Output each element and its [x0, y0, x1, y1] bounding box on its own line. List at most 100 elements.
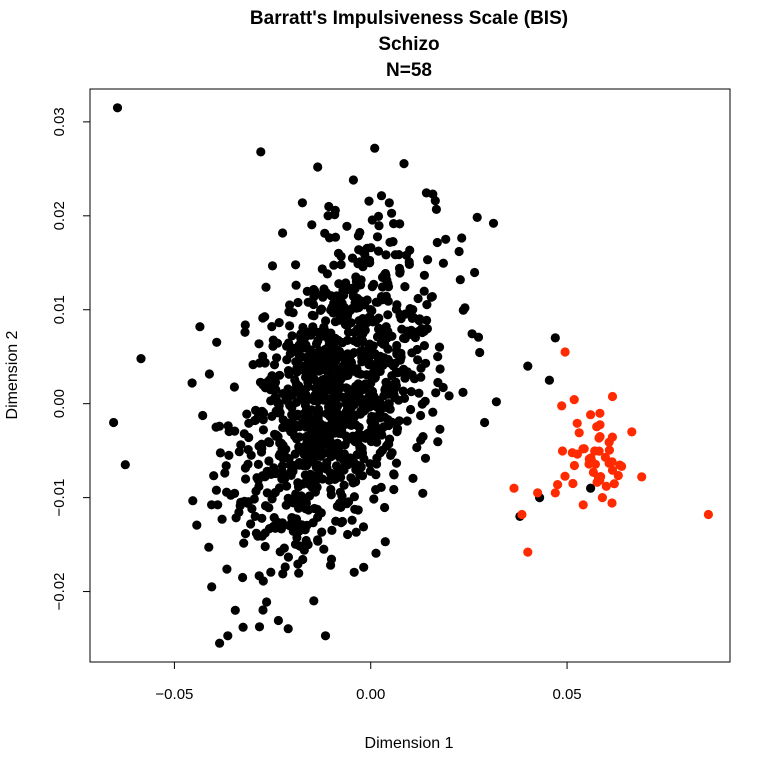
- data-points: [109, 103, 714, 648]
- data-point-black: [386, 450, 396, 460]
- data-point-black: [389, 469, 399, 479]
- data-point-black: [349, 567, 359, 577]
- data-point-black: [301, 535, 311, 546]
- data-point-red: [560, 471, 570, 481]
- data-point-black: [204, 369, 214, 379]
- data-point-black: [249, 494, 259, 504]
- data-point-black: [431, 204, 441, 214]
- data-point-black: [297, 198, 307, 208]
- data-point-red: [550, 488, 560, 498]
- data-point-black: [367, 215, 377, 225]
- data-point-black: [275, 547, 285, 557]
- data-point-black: [222, 487, 232, 497]
- data-point-black: [324, 201, 334, 212]
- data-point-red: [595, 408, 605, 418]
- data-point-black: [334, 279, 344, 289]
- data-point-black: [268, 521, 279, 532]
- data-point-black: [282, 387, 292, 397]
- data-point-black: [264, 456, 274, 466]
- data-point-black: [366, 416, 376, 426]
- data-point-black: [434, 342, 445, 352]
- data-point-black: [351, 397, 361, 407]
- data-point-black: [357, 448, 368, 458]
- data-point-black: [427, 292, 437, 302]
- data-point-black: [317, 527, 327, 537]
- data-point-red: [533, 488, 543, 498]
- data-point-black: [351, 527, 361, 537]
- data-point-black: [311, 339, 322, 349]
- data-point-black: [296, 330, 306, 340]
- data-point-black: [349, 336, 359, 346]
- data-point-black: [389, 219, 399, 229]
- data-point-black: [188, 496, 198, 506]
- data-point-black: [408, 312, 418, 322]
- data-point-black: [350, 284, 360, 294]
- data-point-black: [267, 322, 277, 332]
- data-point-black: [550, 333, 560, 343]
- data-point-black: [239, 538, 249, 548]
- data-point-black: [260, 528, 270, 538]
- data-point-black: [392, 340, 402, 351]
- data-point-black: [257, 513, 267, 523]
- data-point-black: [329, 260, 339, 270]
- data-point-black: [288, 498, 298, 508]
- data-point-black: [586, 483, 596, 493]
- data-point-black: [399, 159, 409, 169]
- data-point-black: [336, 260, 346, 270]
- data-point-black: [256, 412, 266, 422]
- data-point-black: [373, 246, 384, 256]
- data-point-red: [594, 446, 604, 456]
- data-point-black: [293, 409, 303, 419]
- data-point-red: [509, 483, 519, 493]
- data-point-black: [300, 441, 311, 451]
- data-point-black: [256, 147, 266, 157]
- data-point-black: [467, 329, 477, 339]
- data-point-black: [290, 521, 300, 531]
- chart-title-line-2: Schizo: [378, 34, 439, 55]
- chart-title-line-3: N=58: [386, 60, 432, 81]
- x-tick-label: 0.05: [552, 686, 581, 703]
- data-point-black: [281, 500, 291, 510]
- data-point-red: [523, 547, 533, 557]
- data-point-black: [195, 322, 205, 332]
- data-point-black: [204, 542, 214, 552]
- data-point-red: [703, 509, 714, 520]
- data-point-black: [379, 353, 389, 363]
- data-point-black: [316, 426, 326, 436]
- data-point-black: [214, 421, 225, 431]
- data-point-black: [423, 255, 433, 265]
- data-point-black: [275, 370, 285, 380]
- data-point-black: [112, 103, 123, 113]
- data-point-black: [243, 498, 253, 508]
- data-point-black: [318, 292, 328, 302]
- y-tick-label: 0.03: [51, 107, 68, 136]
- data-point-black: [307, 310, 317, 320]
- data-point-black: [295, 422, 305, 432]
- data-point-black: [260, 383, 270, 393]
- data-point-black: [324, 475, 334, 485]
- data-point-black: [470, 267, 480, 278]
- y-tick-label: 0.00: [51, 389, 68, 418]
- data-point-black: [431, 388, 441, 398]
- data-point-black: [293, 297, 303, 308]
- data-point-black: [364, 196, 374, 206]
- data-point-black: [316, 304, 327, 314]
- data-point-black: [254, 622, 265, 632]
- data-point-black: [383, 310, 393, 320]
- data-point-black: [419, 341, 429, 351]
- data-point-red: [600, 452, 611, 462]
- data-point-black: [346, 357, 357, 368]
- data-point-black: [294, 568, 304, 578]
- data-point-red: [607, 391, 618, 402]
- data-point-black: [350, 437, 360, 447]
- data-point-black: [355, 227, 365, 238]
- data-point-black: [365, 459, 375, 469]
- data-point-black: [217, 514, 227, 524]
- data-point-black: [310, 286, 320, 296]
- data-point-black: [334, 452, 345, 462]
- data-point-black: [331, 461, 342, 471]
- x-axis: −0.05 0.00 0.05: [155, 661, 582, 703]
- data-point-black: [273, 615, 283, 626]
- data-point-black: [387, 208, 397, 218]
